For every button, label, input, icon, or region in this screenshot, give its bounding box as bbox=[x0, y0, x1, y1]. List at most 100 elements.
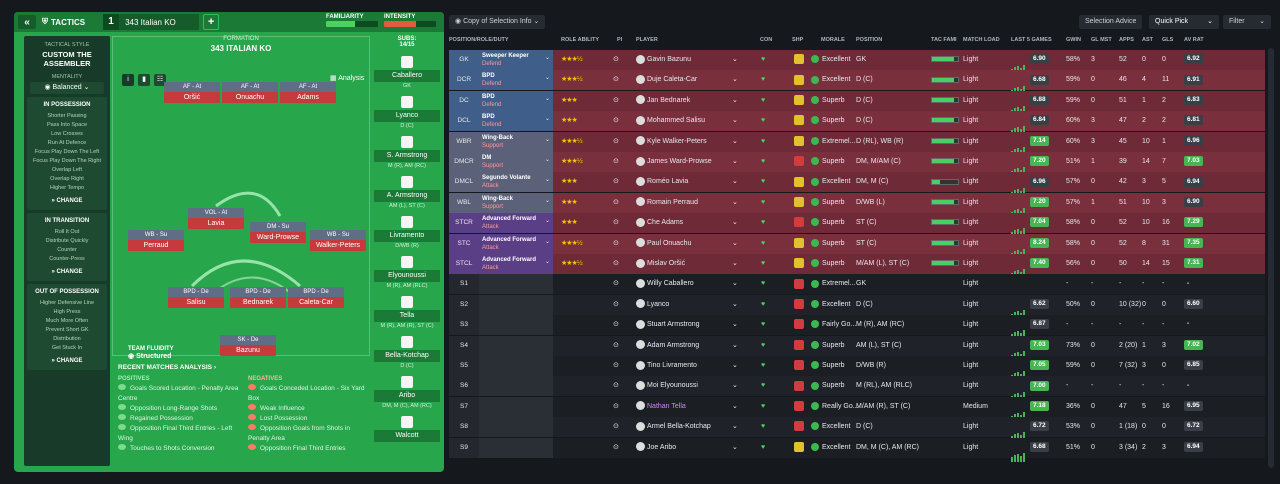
player-name[interactable]: Mohammed Salisu bbox=[647, 117, 705, 125]
column-header[interactable]: MATCH LOAD bbox=[963, 37, 1000, 43]
player-chevron-icon[interactable]: ⌄ bbox=[732, 239, 738, 247]
player-cell[interactable]: Armel Bella-Kotchap bbox=[636, 417, 746, 437]
table-row[interactable]: S1 ⊙ Willy Caballero ⌄ ♥ Extremel... GK Light - -… bbox=[449, 274, 1265, 295]
player-chevron-icon[interactable]: ⌄ bbox=[732, 321, 738, 329]
in-transition-change-button[interactable]: » CHANGE bbox=[51, 269, 83, 275]
pitch-player[interactable]: DM - Su Ward-Prowse bbox=[250, 222, 306, 244]
table-row[interactable]: DMCL Segundo Volante Attack ⌄ ★★★ ⊙ Roméo Lavi… bbox=[449, 172, 1265, 197]
role-cell[interactable]: Sweeper Keeper Defend ⌄ bbox=[479, 50, 553, 70]
player-chevron-icon[interactable]: ⌄ bbox=[732, 96, 738, 104]
player-instructions-icon[interactable]: ⊙ bbox=[613, 300, 619, 308]
table-row[interactable]: DC BPD Defend ⌄ ★★★ ⊙ Jan Bednarek ⌄ ♥ Superb D (C… bbox=[449, 90, 1265, 115]
table-row[interactable]: S4 ⊙ Adam Armstrong ⌄ ♥ Superb AM (L), ST (C) L… bbox=[449, 335, 1265, 360]
analysis-button[interactable]: ▦ Analysis bbox=[330, 74, 364, 82]
player-cell[interactable]: Jan Bednarek bbox=[636, 91, 746, 111]
column-header[interactable]: APPS bbox=[1119, 37, 1134, 43]
player-name[interactable]: Armel Bella-Kotchap bbox=[647, 423, 711, 431]
player-cell[interactable]: Joe Aribo bbox=[636, 438, 746, 458]
player-cell[interactable]: Kyle Walker-Peters bbox=[636, 132, 746, 152]
player-cell[interactable]: Mislav Oršić bbox=[636, 254, 746, 274]
player-chevron-icon[interactable]: ⌄ bbox=[732, 402, 738, 410]
role-cell[interactable]: Segundo Volante Attack ⌄ bbox=[479, 172, 553, 193]
column-header[interactable]: CON bbox=[760, 37, 773, 43]
player-instructions-icon[interactable]: ⊙ bbox=[613, 362, 619, 369]
player-cell[interactable]: Gavin Bazunu bbox=[636, 50, 746, 70]
table-row[interactable]: S9 ⊙ Joe Aribo ⌄ ♥ Excellent DM, M (C), AM (RC… bbox=[449, 437, 1265, 462]
out-possession-change-button[interactable]: » CHANGE bbox=[51, 358, 83, 364]
player-chevron-icon[interactable]: ⌄ bbox=[732, 76, 738, 84]
player-instructions-icon[interactable]: ⊙ bbox=[613, 260, 619, 267]
player-instructions-icon[interactable]: ⊙ bbox=[613, 321, 619, 329]
player-instructions-icon[interactable]: ⊙ bbox=[613, 239, 619, 247]
player-name[interactable]: Mislav Oršić bbox=[647, 260, 686, 267]
table-row[interactable]: STCR Advanced Forward Attack ⌄ ★★★ ⊙ Che Adams… bbox=[449, 213, 1265, 238]
table-row[interactable]: S2 ⊙ Lyanco ⌄ ♥ Excellent D (C) Light 6.62 50% 0 10… bbox=[449, 294, 1265, 319]
player-name[interactable]: Nathan Tella bbox=[647, 402, 686, 410]
sub-player[interactable]: A. Armstrong AM (L), ST (C) bbox=[374, 174, 440, 214]
sub-player[interactable]: Aribo DM, M (C), AM (RC) bbox=[374, 374, 440, 414]
player-name[interactable]: Jan Bednarek bbox=[647, 96, 691, 104]
pitch-player[interactable]: WB - Su Perraud bbox=[128, 230, 184, 252]
player-cell[interactable]: Willy Caballero bbox=[636, 274, 746, 294]
sub-player[interactable]: Elyounoussi M (R), AM (RLC) bbox=[374, 254, 440, 294]
chevron-down-icon[interactable]: ⌄ bbox=[544, 177, 550, 184]
column-header[interactable]: POSITION bbox=[856, 37, 883, 43]
table-row[interactable]: S6 ⊙ Moi Elyounoussi ⌄ ♥ Superb M (RL), AM (RL… bbox=[449, 376, 1265, 401]
column-header[interactable]: SHP bbox=[792, 37, 804, 43]
column-header[interactable]: ROLE ABILITY bbox=[561, 37, 599, 43]
table-scrollbar[interactable] bbox=[1268, 48, 1274, 468]
sub-player[interactable]: Caballero GK bbox=[374, 54, 440, 94]
player-name[interactable]: Willy Caballero bbox=[647, 280, 694, 288]
player-instructions-icon[interactable]: ⊙ bbox=[613, 402, 619, 410]
chevron-down-icon[interactable]: ⌄ bbox=[544, 136, 550, 143]
player-instructions-icon[interactable]: ⊙ bbox=[613, 137, 619, 145]
table-row[interactable]: S8 ⊙ Armel Bella-Kotchap ⌄ ♥ Excellent D (C) Li… bbox=[449, 417, 1265, 442]
role-cell[interactable]: Advanced Forward Attack ⌄ bbox=[479, 233, 553, 254]
pitch-player[interactable]: VOL - At Lavia bbox=[188, 208, 244, 230]
player-name[interactable]: Lyanco bbox=[647, 300, 670, 308]
player-cell[interactable]: Paul Onuachu bbox=[636, 234, 746, 254]
player-chevron-icon[interactable]: ⌄ bbox=[732, 443, 738, 451]
chevron-down-icon[interactable]: ⌄ bbox=[544, 197, 550, 204]
player-chevron-icon[interactable]: ⌄ bbox=[732, 362, 738, 369]
table-row[interactable]: GK Sweeper Keeper Defend ⌄ ★★★½ ⊙ Gavin Bazunu… bbox=[449, 50, 1265, 75]
mentality-select[interactable]: ◉ Balanced ⌄ bbox=[30, 82, 104, 94]
player-chevron-icon[interactable]: ⌄ bbox=[732, 117, 738, 125]
pitch-player[interactable]: WB - Su Walker-Peters bbox=[310, 230, 366, 252]
column-header[interactable]: PI bbox=[617, 37, 623, 43]
player-instructions-icon[interactable]: ⊙ bbox=[613, 423, 619, 431]
player-name[interactable]: Duje Caleta-Car bbox=[647, 76, 698, 84]
selection-advice-button[interactable]: Selection Advice bbox=[1079, 15, 1143, 29]
table-row[interactable]: WBR Wing-Back Support ⌄ ★★★½ ⊙ Kyle Walker-Pet… bbox=[449, 131, 1265, 156]
player-name[interactable]: Stuart Armstrong bbox=[647, 321, 700, 329]
player-chevron-icon[interactable]: ⌄ bbox=[732, 423, 738, 431]
player-cell[interactable]: Stuart Armstrong bbox=[636, 315, 746, 335]
column-header[interactable]: MORALE bbox=[821, 37, 845, 43]
column-header[interactable]: TAC FAMI bbox=[931, 37, 957, 43]
chevron-down-icon[interactable]: ⌄ bbox=[544, 55, 550, 61]
player-cell[interactable]: Duje Caleta-Car bbox=[636, 70, 746, 90]
role-cell[interactable]: DM Support ⌄ bbox=[479, 152, 553, 172]
player-chevron-icon[interactable]: ⌄ bbox=[732, 219, 738, 227]
table-row[interactable]: WBL Wing-Back Support ⌄ ★★★ ⊙ Romain Perraud ⌄ ♥… bbox=[449, 192, 1265, 217]
sub-player[interactable]: Walcott bbox=[374, 414, 440, 454]
filter-button[interactable]: Filter ⌄ bbox=[1223, 15, 1271, 29]
column-header[interactable]: GWIN bbox=[1066, 37, 1081, 43]
player-chevron-icon[interactable]: ⌄ bbox=[732, 158, 738, 165]
pitch-player[interactable]: AF - At Oršić bbox=[164, 82, 220, 104]
sub-player[interactable]: S. Armstrong M (R), AM (RC) bbox=[374, 134, 440, 174]
player-cell[interactable]: Che Adams bbox=[636, 213, 746, 233]
add-tactic-button[interactable]: + bbox=[203, 14, 220, 30]
player-cell[interactable]: Moi Elyounoussi bbox=[636, 376, 746, 396]
player-cell[interactable]: Roméo Lavia bbox=[636, 172, 746, 192]
player-cell[interactable]: Nathan Tella bbox=[636, 397, 746, 417]
chevron-down-icon[interactable]: ⌄ bbox=[544, 75, 550, 82]
bar-chart-icon[interactable]: ▮ bbox=[138, 74, 150, 86]
player-instructions-icon[interactable]: ⊙ bbox=[613, 443, 619, 451]
player-cell[interactable]: Mohammed Salisu bbox=[636, 111, 746, 131]
sub-player[interactable]: Tella M (R), AM (R), ST (C) bbox=[374, 294, 440, 334]
player-instructions-icon[interactable]: ⊙ bbox=[613, 382, 619, 390]
column-header[interactable]: PLAYER bbox=[636, 37, 658, 43]
pitch-player[interactable]: BPD - De Caleta-Car bbox=[288, 287, 344, 309]
player-instructions-icon[interactable]: ⊙ bbox=[613, 280, 619, 288]
